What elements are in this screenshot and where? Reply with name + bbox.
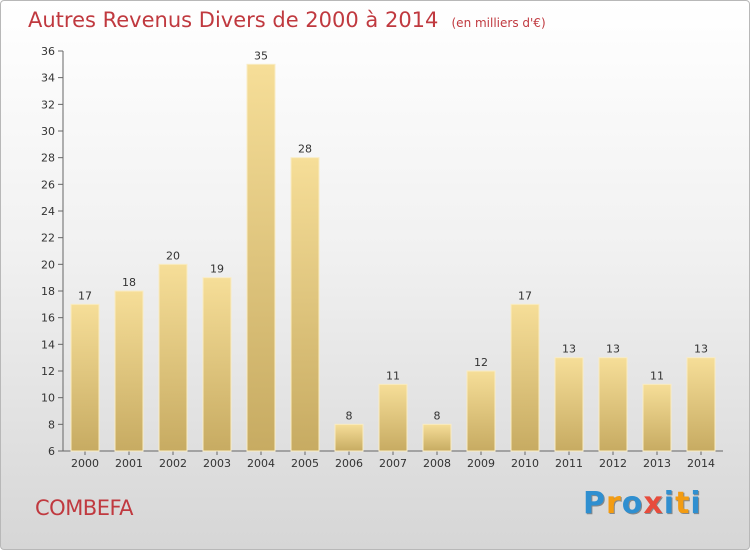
y-tick-label: 16 [41,312,55,325]
x-tick-label: 2002 [159,457,187,470]
bar-value-label: 12 [474,356,488,369]
chart-title-wrap: Autres Revenus Divers de 2000 à 2014 (en… [28,8,546,32]
bar [158,263,188,452]
y-tick-label: 14 [41,338,55,351]
bar [422,423,452,452]
bar-value-label: 13 [562,343,576,356]
brand-letter: o [621,486,644,521]
y-tick-label: 26 [41,178,55,191]
bar-value-label: 8 [434,409,441,422]
bar [114,290,144,452]
bar [378,383,408,452]
y-tick-label: 20 [41,258,55,271]
bar [598,357,628,452]
bar [686,357,716,452]
y-tick-label: 10 [41,392,55,405]
bar [246,63,276,452]
bar [334,423,364,452]
bar [290,157,320,452]
bar-value-label: 11 [386,369,400,382]
brand-logo: Proxiti [583,486,702,521]
bar [510,303,540,452]
x-tick-label: 2005 [291,457,319,470]
y-tick-label: 22 [41,232,55,245]
bar-value-label: 11 [650,369,664,382]
bar-value-label: 13 [694,343,708,356]
brand-letter: r [606,486,622,521]
bar [466,370,496,452]
y-tick-label: 32 [41,98,55,111]
bar-value-label: 18 [122,276,136,289]
bar-value-label: 19 [210,263,224,276]
bar [554,357,584,452]
bar-value-label: 17 [518,289,532,302]
x-tick-label: 2003 [203,457,231,470]
brand-letter: x [643,486,664,521]
x-tick-label: 2004 [247,457,275,470]
brand-letter: i [690,486,702,521]
x-tick-label: 2006 [335,457,363,470]
x-tick-label: 2013 [643,457,671,470]
brand-letter: t [675,486,691,521]
y-tick-label: 36 [41,45,55,58]
brand-letter: P [583,486,606,521]
y-tick-label: 18 [41,285,55,298]
chart-title: Autres Revenus Divers de 2000 à 2014 [28,8,439,32]
bar-value-label: 20 [166,249,180,262]
bar-value-label: 17 [78,289,92,302]
y-tick-label: 24 [41,205,55,218]
x-tick-label: 2014 [687,457,715,470]
y-tick-label: 30 [41,125,55,138]
bar [202,277,232,452]
x-tick-label: 2008 [423,457,451,470]
chart-subtitle: (en milliers d'€) [451,16,546,30]
y-tick-label: 28 [41,152,55,165]
y-tick-label: 8 [48,418,55,431]
y-tick-label: 6 [48,445,55,458]
bar-value-label: 8 [346,409,353,422]
x-tick-label: 2010 [511,457,539,470]
bar-value-label: 28 [298,143,312,156]
bar [70,303,100,452]
axis-layer: 6 8 10 12 14 16 18 20 22 24 26 28 30 32 34 36 2000 2001 20… [41,45,723,470]
bar-value-label: 13 [606,343,620,356]
brand-letter: i [663,486,676,521]
x-tick-label: 2012 [599,457,627,470]
bar-layer: 17 18 20 19 35 28 8 11 8 12 17 13 13 11 13 [70,49,716,452]
x-tick-label: 2011 [555,457,583,470]
y-tick-label: 12 [41,365,55,378]
x-tick-label: 2000 [71,457,99,470]
place-name: COMBEFA [35,496,134,520]
y-tick-label: 34 [41,72,55,85]
bar [642,383,672,452]
bar-value-label: 35 [254,49,268,62]
x-tick-label: 2009 [467,457,495,470]
x-tick-label: 2001 [115,457,143,470]
x-tick-label: 2007 [379,457,407,470]
